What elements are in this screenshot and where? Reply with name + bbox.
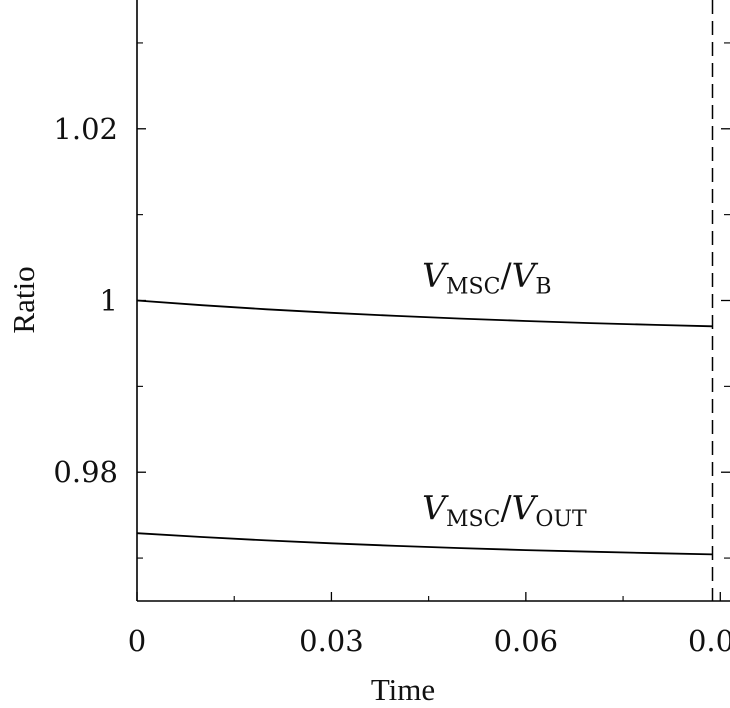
series-label-subscript: MSC bbox=[446, 275, 500, 300]
series-group bbox=[136, 299, 713, 556]
y-tick-label: 1 bbox=[100, 284, 118, 318]
series-label-subscript: B bbox=[535, 275, 551, 300]
x-tick-label: 0.09 bbox=[688, 624, 730, 658]
series-label-subscript: MSC bbox=[446, 507, 500, 532]
y-tick-label: 1.02 bbox=[53, 112, 118, 146]
x-tick-label: 0.06 bbox=[494, 624, 559, 658]
x-tick-label: 0.03 bbox=[299, 624, 364, 658]
series-label-var: V bbox=[512, 488, 539, 527]
series-label-var: V bbox=[422, 488, 449, 527]
y-axis-title: Ratio bbox=[6, 266, 41, 333]
series-label-slash: / bbox=[500, 488, 512, 527]
x-tick-label: 0 bbox=[128, 624, 146, 658]
series-label-var: V bbox=[512, 256, 539, 295]
series-line-1 bbox=[136, 299, 713, 328]
tick-labels: 0 0.03 0.06 0.09 0.98 1 1.02 bbox=[53, 112, 730, 658]
x-axis-title: Time bbox=[371, 672, 435, 707]
y-tick-label: 0.98 bbox=[53, 455, 118, 489]
series-label-subscript: OUT bbox=[535, 507, 587, 532]
series-label-1: VMSC/VB bbox=[422, 256, 551, 300]
series-line-2 bbox=[136, 532, 713, 556]
series-label-2: VMSC/VOUT bbox=[422, 488, 587, 532]
series-label-var: V bbox=[422, 256, 449, 295]
series-label-slash: / bbox=[500, 256, 512, 295]
